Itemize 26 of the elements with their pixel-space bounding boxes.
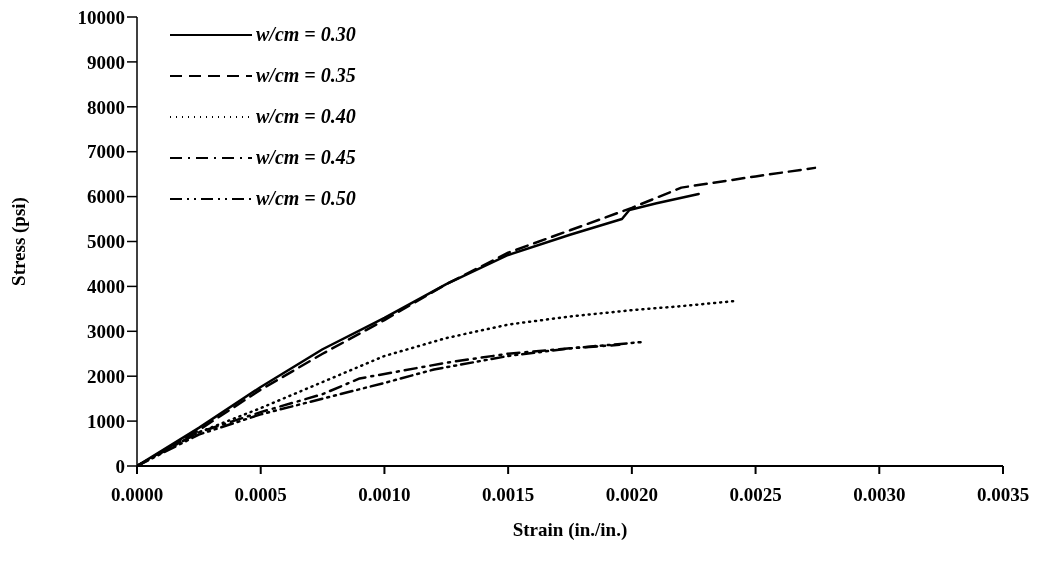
x-tick-label: 0.0030 [853, 484, 906, 506]
y-tick-label: 10000 [77, 6, 125, 28]
x-tick-label: 0.0035 [976, 484, 1030, 506]
y-tick-label: 3000 [87, 321, 125, 343]
y-tick-label: 4000 [87, 276, 125, 298]
y-axis-title: Stress (psi) [7, 197, 30, 286]
y-tick-label: 1000 [87, 410, 125, 432]
y-tick-label: 2000 [87, 365, 125, 387]
x-tick-label: 0.0020 [605, 484, 658, 506]
y-tick-label: 0 [115, 455, 125, 477]
legend-label: w/cm = 0.40 [256, 105, 356, 128]
y-tick-label: 5000 [87, 231, 125, 253]
x-tick-label: 0.0005 [234, 484, 287, 506]
y-tick-label: 8000 [87, 96, 125, 118]
x-tick-label: 0.0000 [110, 484, 164, 506]
legend-label: w/cm = 0.35 [256, 64, 356, 87]
x-tick-label: 0.0025 [729, 484, 782, 506]
x-tick-label: 0.0010 [358, 484, 411, 506]
y-tick-label: 9000 [87, 51, 125, 73]
y-tick-label: 6000 [87, 186, 125, 208]
y-tick-label: 7000 [87, 141, 125, 163]
x-tick-label: 0.0015 [482, 484, 535, 506]
legend-label: w/cm = 0.45 [256, 146, 356, 169]
x-axis-title: Strain (in./in.) [512, 519, 628, 541]
legend-label: w/cm = 0.30 [256, 23, 356, 46]
legend-label: w/cm = 0.50 [256, 187, 356, 210]
